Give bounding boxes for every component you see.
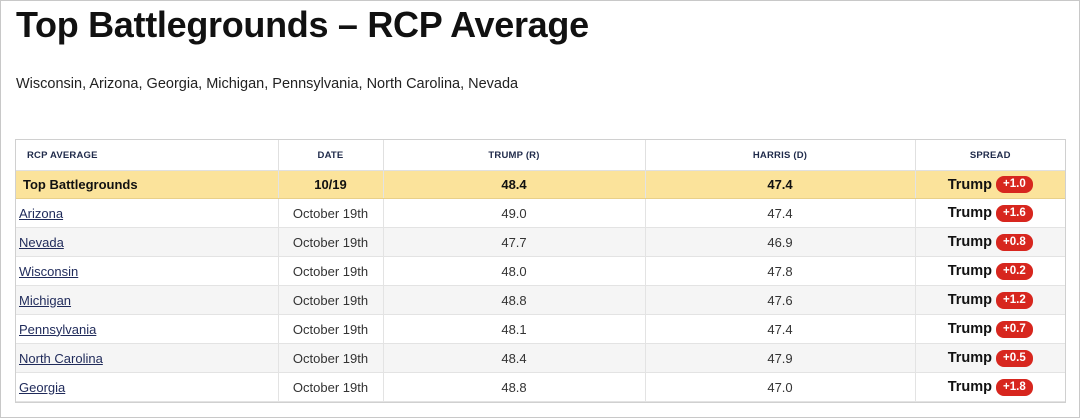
average-harris: 47.4 (644, 170, 915, 199)
trump-cell: 47.7 (382, 227, 645, 257)
spread-leader: Trump (947, 292, 993, 308)
spread: Trump +0.7 (947, 320, 1033, 338)
page-title: Top Battlegrounds – RCP Average (16, 4, 589, 45)
harris-cell: 47.9 (644, 343, 915, 373)
average-name: Top Battlegrounds (16, 170, 278, 199)
spread: Trump +0.8 (947, 233, 1033, 251)
spread-badge: +1.6 (996, 204, 1033, 222)
harris-cell: 47.8 (644, 256, 915, 286)
date-cell: October 19th (277, 227, 383, 257)
table-row: Michigan October 19th 48.8 47.6 Trump +1.… (16, 285, 1065, 315)
harris-cell: 46.9 (644, 227, 915, 257)
trump-cell: 48.1 (382, 314, 645, 344)
spread-cell: Trump +0.7 (914, 314, 1065, 344)
spread: Trump +1.0 (948, 176, 1033, 193)
state-link-arizona[interactable]: Arizona (19, 205, 64, 221)
spread: Trump +0.5 (947, 349, 1033, 367)
table-row: North Carolina October 19th 48.4 47.9 Tr… (16, 343, 1065, 373)
state-cell: Wisconsin (16, 256, 278, 286)
state-link-pennsylvania[interactable]: Pennsylvania (19, 321, 97, 337)
header-rcp-average: RCP AVERAGE (16, 140, 278, 171)
state-link-nevada[interactable]: Nevada (19, 234, 64, 250)
date-cell: October 19th (277, 372, 383, 402)
trump-cell: 49.0 (382, 198, 645, 228)
spread-badge: +1.8 (996, 378, 1033, 396)
table-row: Pennsylvania October 19th 48.1 47.4 Trum… (16, 314, 1065, 344)
spread: Trump +1.8 (947, 378, 1033, 396)
table-row: Wisconsin October 19th 48.0 47.8 Trump +0… (16, 256, 1065, 286)
state-cell: Michigan (16, 285, 278, 315)
spread-cell: Trump +1.6 (914, 198, 1065, 228)
spread: Trump +0.2 (947, 262, 1033, 280)
trump-cell: 48.8 (382, 285, 645, 315)
state-link-georgia[interactable]: Georgia (19, 379, 66, 395)
average-trump: 48.4 (382, 170, 645, 199)
spread-leader: Trump (947, 176, 993, 193)
spread-cell: Trump +0.2 (914, 256, 1065, 286)
state-cell: Pennsylvania (16, 314, 278, 344)
table-row: Nevada October 19th 47.7 46.9 Trump +0.8 (16, 227, 1065, 257)
date-cell: October 19th (277, 314, 383, 344)
state-link-michigan[interactable]: Michigan (19, 292, 72, 308)
average-row: Top Battlegrounds 10/19 48.4 47.4 Trump … (16, 170, 1065, 199)
harris-cell: 47.6 (644, 285, 915, 315)
spread-leader: Trump (947, 205, 993, 221)
spread-leader: Trump (947, 263, 993, 279)
header-spread: SPREAD (914, 140, 1065, 171)
header-harris: HARRIS (D) (644, 140, 915, 171)
table-row: Georgia October 19th 48.8 47.0 Trump +1.8 (16, 372, 1065, 402)
state-link-north-carolina[interactable]: North Carolina (19, 350, 103, 366)
spread-cell: Trump +1.8 (914, 372, 1065, 402)
date-cell: October 19th (277, 343, 383, 373)
date-cell: October 19th (277, 256, 383, 286)
state-cell: Georgia (16, 372, 278, 402)
spread-badge: +1.0 (996, 176, 1033, 193)
harris-cell: 47.0 (644, 372, 915, 402)
spread-leader: Trump (947, 350, 993, 366)
spread: Trump +1.6 (947, 204, 1033, 222)
spread-badge: +1.2 (996, 291, 1033, 309)
date-cell: October 19th (277, 198, 383, 228)
spread-cell: Trump +0.5 (914, 343, 1065, 373)
spread-leader: Trump (947, 379, 993, 395)
average-spread-cell: Trump +1.0 (914, 170, 1065, 199)
trump-cell: 48.8 (382, 372, 645, 402)
trump-cell: 48.4 (382, 343, 645, 373)
table-header-row: RCP AVERAGE DATE TRUMP (R) HARRIS (D) SP… (16, 140, 1065, 171)
header-date: DATE (277, 140, 383, 171)
average-date: 10/19 (277, 170, 383, 199)
page-subtitle: Wisconsin, Arizona, Georgia, Michigan, P… (16, 76, 519, 92)
header-trump: TRUMP (R) (382, 140, 645, 171)
state-cell: Arizona (16, 198, 278, 228)
state-cell: Nevada (16, 227, 278, 257)
spread-cell: Trump +1.2 (914, 285, 1065, 315)
spread-badge: +0.2 (996, 262, 1033, 280)
harris-cell: 47.4 (644, 198, 915, 228)
trump-cell: 48.0 (382, 256, 645, 286)
spread-badge: +0.7 (996, 320, 1033, 338)
spread: Trump +1.2 (947, 291, 1033, 309)
table-row: Arizona October 19th 49.0 47.4 Trump +1.6 (16, 198, 1065, 228)
spread-leader: Trump (947, 234, 993, 250)
spread-badge: +0.5 (996, 349, 1033, 367)
date-cell: October 19th (277, 285, 383, 315)
spread-leader: Trump (947, 321, 993, 337)
rcp-average-table: RCP AVERAGE DATE TRUMP (R) HARRIS (D) SP… (15, 139, 1066, 403)
harris-cell: 47.4 (644, 314, 915, 344)
state-link-wisconsin[interactable]: Wisconsin (19, 263, 79, 279)
state-cell: North Carolina (16, 343, 278, 373)
spread-badge: +0.8 (996, 233, 1033, 251)
spread-cell: Trump +0.8 (914, 227, 1065, 257)
